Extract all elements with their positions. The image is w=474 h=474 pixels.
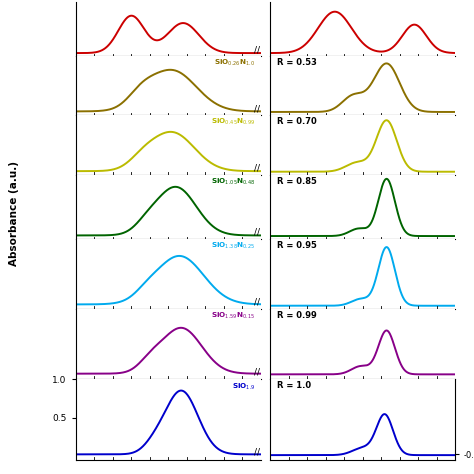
Text: R = 0.85: R = 0.85 (277, 176, 317, 185)
Text: SiO$_{1.9}$: SiO$_{1.9}$ (232, 382, 255, 392)
Text: Absorbance (a.u.): Absorbance (a.u.) (9, 161, 19, 266)
Text: SiO$_{0.26}$N$_{1.0}$: SiO$_{0.26}$N$_{1.0}$ (214, 58, 255, 68)
Text: R = 0.53: R = 0.53 (277, 58, 317, 67)
Text: SiO$_{0.45}$N$_{0.99}$: SiO$_{0.45}$N$_{0.99}$ (211, 117, 255, 128)
Text: //: // (254, 104, 260, 113)
Text: SiO$_{1.59}$N$_{0.15}$: SiO$_{1.59}$N$_{0.15}$ (211, 311, 255, 321)
Text: SiO$_{1.38}$N$_{0.25}$: SiO$_{1.38}$N$_{0.25}$ (211, 241, 255, 251)
Text: SiO$_{1.05}$N$_{0.48}$: SiO$_{1.05}$N$_{0.48}$ (211, 176, 255, 187)
Text: //: // (254, 367, 260, 376)
Text: R = 0.99: R = 0.99 (277, 311, 317, 320)
Text: R = 1.0: R = 1.0 (277, 382, 311, 391)
Text: R = 0.70: R = 0.70 (277, 117, 317, 126)
Text: //: // (254, 163, 260, 172)
Text: //: // (254, 45, 260, 54)
Text: //: // (254, 447, 260, 456)
Text: //: // (254, 228, 260, 237)
Text: R = 0.95: R = 0.95 (277, 241, 317, 250)
Text: //: // (254, 297, 260, 306)
